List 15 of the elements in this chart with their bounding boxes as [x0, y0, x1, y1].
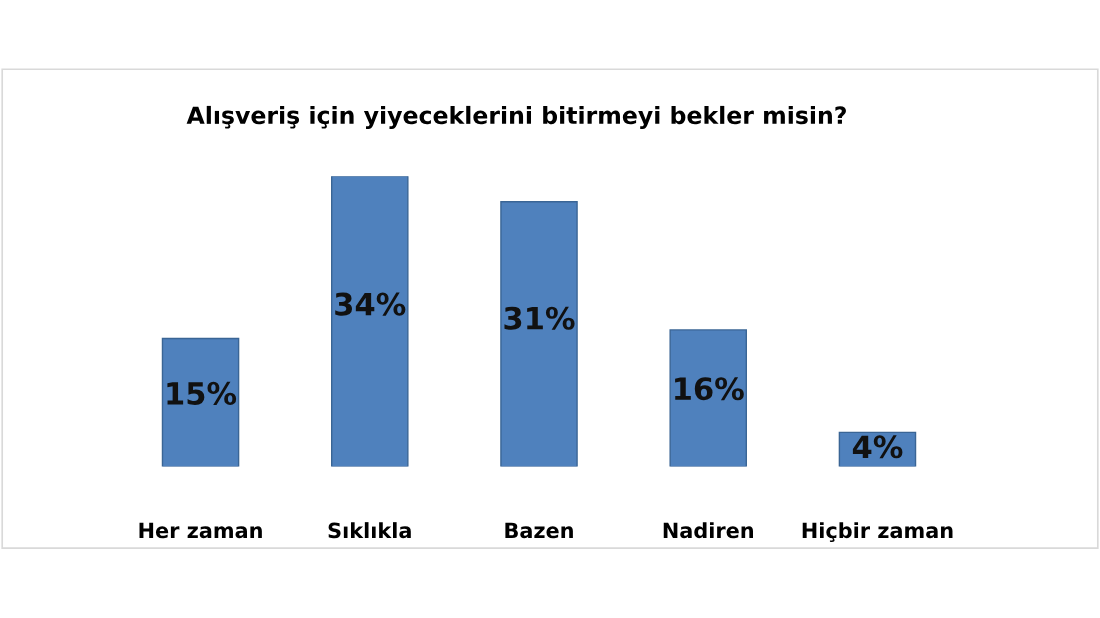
- data-label: 34%: [335, 292, 406, 316]
- x-tick-label: Nadiren: [663, 522, 753, 539]
- bar: [669, 329, 748, 467]
- bar: [161, 337, 240, 467]
- data-label: 31%: [504, 306, 575, 330]
- bar: [330, 176, 409, 467]
- chart-title: Alışveriş için yiyeceklerini bitirmeyi bekler misin?: [186, 105, 846, 129]
- data-label: 4%: [852, 435, 903, 459]
- x-tick-label: Her zaman: [139, 522, 262, 539]
- data-label: 16%: [675, 377, 744, 401]
- x-tick-label: Hiçbir zaman: [802, 522, 953, 543]
- x-tick-label: Sıklıkla: [328, 522, 411, 539]
- bar: [500, 201, 578, 467]
- x-tick-label: Bazen: [505, 522, 573, 539]
- data-label: 15%: [167, 381, 237, 405]
